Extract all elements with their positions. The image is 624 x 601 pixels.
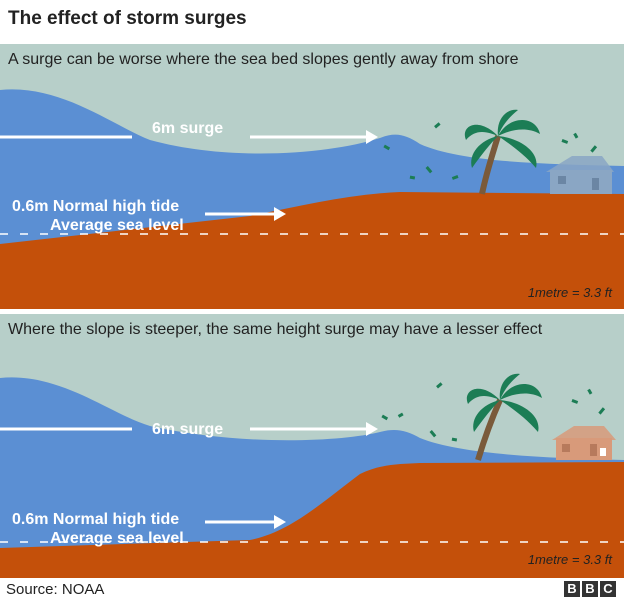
gentle-slope-panel: A surge can be worse where the sea bed s… [0, 44, 624, 309]
sea-level-label: Average sea level [50, 530, 184, 547]
surge-label: 6m surge [152, 120, 224, 137]
bbc-logo: B B C [564, 581, 616, 597]
tide-label: 0.6m Normal high tide [12, 198, 180, 215]
steep-slope-scene [0, 373, 624, 578]
page-title: The effect of storm surges [8, 8, 247, 29]
sea-level-label: Average sea level [50, 217, 184, 234]
source-note: Source: NOAA [6, 581, 105, 598]
house-icon [546, 156, 614, 194]
seabed [0, 192, 624, 309]
panel-heading: Where the slope is steeper, the same hei… [8, 321, 543, 338]
flying-debris-icon [381, 382, 606, 442]
surge-arrow-icon [250, 422, 378, 436]
flying-debris-icon [383, 122, 598, 180]
tide-arrow-icon [205, 515, 286, 529]
palm-tree-icon [464, 109, 540, 195]
logo-letter: B [582, 581, 598, 597]
gentle-slope-scene [0, 89, 624, 309]
logo-letter: B [564, 581, 580, 597]
tide-arrow-icon [205, 207, 286, 221]
surge-label: 6m surge [152, 421, 224, 438]
panel-heading: A surge can be worse where the sea bed s… [8, 51, 519, 68]
tide-label: 0.6m Normal high tide [12, 511, 180, 528]
scale-note: 1metre = 3.3 ft [527, 285, 612, 300]
seabed [0, 462, 624, 578]
steep-slope-panel: Where the slope is steeper, the same hei… [0, 314, 624, 578]
palm-tree-icon [466, 373, 542, 461]
surge-arrow-icon [250, 130, 378, 144]
logo-letter: C [600, 581, 616, 597]
scale-note: 1metre = 3.3 ft [527, 552, 612, 567]
house-icon [552, 426, 616, 460]
